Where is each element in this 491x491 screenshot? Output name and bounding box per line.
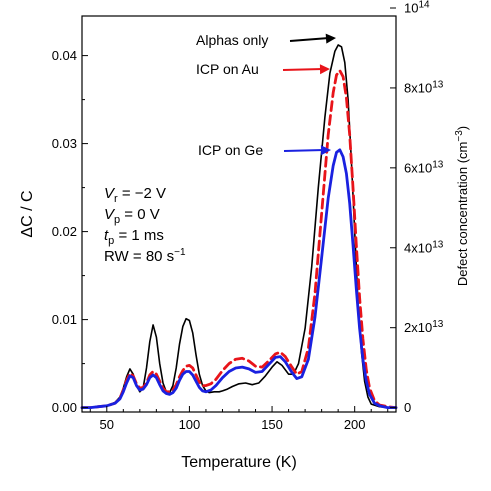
condition-value: RW = 80 s	[104, 248, 174, 265]
condition-superscript: −1	[174, 247, 186, 258]
y-tick-label: 0.03	[52, 136, 77, 151]
x-tick-label: 200	[344, 417, 366, 432]
y2-axis-label: Defect concentration (cm−3)	[454, 126, 470, 286]
condition-line: tp = 1 ms	[104, 227, 164, 247]
condition-line: RW = 80 s−1	[104, 247, 186, 265]
condition-value: = 1 ms	[114, 227, 164, 244]
condition-symbol: V	[104, 185, 116, 202]
y2-tick-mantissa: 0	[404, 400, 411, 415]
y-tick-label: 0.01	[52, 312, 77, 327]
y-tick-label: 0.00	[52, 400, 77, 415]
series-annotations: Alphas only ICP on Au ICP on Ge	[196, 32, 336, 158]
series-annotation-label: ICP on Au	[196, 61, 259, 77]
condition-value: = 0 V	[120, 206, 160, 223]
condition-line: Vp = 0 V	[104, 206, 160, 226]
x-axis-label: Temperature (K)	[181, 454, 297, 471]
series-line-icp-on-au	[80, 69, 398, 410]
y2-tick-exponent: 13	[432, 159, 444, 170]
y2-tick-label: 2x1013	[404, 319, 444, 335]
y2-axis-label-end: )	[455, 126, 470, 130]
y2-tick-mantissa: 8x10	[404, 80, 432, 95]
y2-tick-exponent: 13	[432, 319, 444, 330]
y2-tick-label: 1014	[404, 0, 430, 16]
annotation-arrow-shaft	[282, 68, 324, 71]
y-tick-label: 0.04	[52, 48, 77, 63]
annotation-arrow-head	[325, 33, 336, 44]
y2-tick-label: 0	[404, 400, 411, 415]
y-axis-label: ΔC / C	[19, 190, 36, 237]
y2-tick-mantissa: 10	[404, 1, 418, 16]
y2-tick-exponent: 14	[418, 0, 430, 11]
series-line-icp-on-ge	[80, 148, 398, 410]
series-annotation-label: Alphas only	[196, 32, 268, 48]
y2-axis-label-sup: −3	[454, 130, 465, 142]
y2-tick-mantissa: 4x10	[404, 240, 432, 255]
series-lines	[80, 44, 398, 410]
annotation-arrow-head	[320, 145, 331, 156]
condition-symbol: t	[104, 227, 109, 244]
x-tick-label: 150	[261, 417, 283, 432]
y2-tick-exponent: 13	[432, 239, 444, 250]
condition-line: Vr = −2 V	[104, 185, 166, 205]
x-tick-label: 50	[100, 417, 114, 432]
axis-ticks: 50 100 150 2000.000.010.020.030.0402x10134x…	[52, 0, 444, 432]
condition-subscript: p	[114, 214, 120, 226]
y2-tick-mantissa: 6x10	[404, 160, 432, 175]
y-tick-label: 0.02	[52, 224, 77, 239]
y2-tick-label: 4x1013	[404, 239, 444, 255]
y2-axis-label-main: Defect concentration (cm	[455, 142, 470, 287]
y2-tick-exponent: 13	[432, 79, 444, 90]
annotation-arrow-head	[319, 64, 330, 75]
condition-subscript: r	[114, 193, 118, 205]
condition-subscript: p	[108, 235, 114, 247]
condition-value: = −2 V	[118, 185, 166, 202]
series-annotation-label: ICP on Ge	[198, 142, 263, 158]
y2-tick-label: 8x1013	[404, 79, 444, 95]
y2-tick-mantissa: 2x10	[404, 320, 432, 335]
x-tick-label: 100	[179, 417, 201, 432]
y2-tick-label: 6x1013	[404, 159, 444, 175]
condition-symbol: V	[104, 206, 116, 223]
annotation-arrow-shaft	[283, 149, 325, 152]
annotation-arrow-shaft	[289, 37, 330, 42]
